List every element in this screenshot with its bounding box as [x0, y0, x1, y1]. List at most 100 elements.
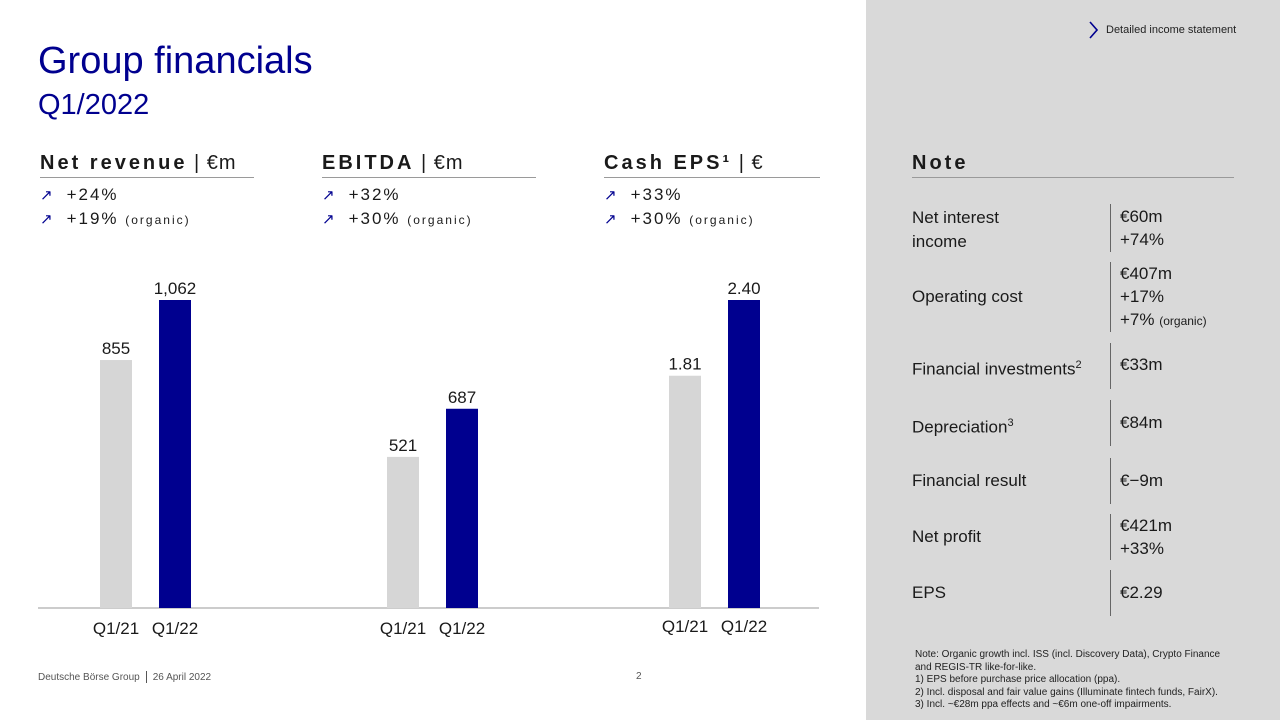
organic-value: +30%	[630, 209, 683, 228]
footnote-line: and REGIS-TR like-for-like.	[915, 661, 1037, 673]
bar-q1-21	[100, 360, 132, 608]
arrow-up-right-icon: ↗	[322, 187, 335, 204]
bar-q1-22	[728, 300, 760, 608]
label-line: Net interest	[912, 208, 999, 227]
footnote-line: Note: Organic growth incl. ISS (incl. Di…	[915, 649, 1221, 660]
footer: Deutsche Börse Group 26 April 2022	[38, 671, 211, 683]
chevron-right-icon	[1089, 21, 1098, 39]
footnotes: Note: Organic growth incl. ISS (incl. Di…	[915, 649, 1220, 712]
category-label: Q1/22	[721, 617, 767, 636]
note-label-financial-investments: Financial investments2	[912, 353, 1082, 382]
note-label-eps: EPS	[912, 583, 947, 602]
kpi-heading-cash-eps: Cash EPS¹ | €	[604, 153, 764, 173]
value-line: €60m	[1120, 207, 1163, 226]
category-label: Q1/21	[380, 619, 426, 638]
divider	[1110, 204, 1111, 252]
divider	[1110, 458, 1111, 504]
kpi-name: EBITDA	[322, 152, 415, 174]
value-line: +33%	[1120, 539, 1164, 558]
footer-company: Deutsche Börse Group	[38, 671, 140, 683]
value-line: +17%	[1120, 287, 1164, 306]
divider	[1110, 262, 1111, 332]
footnote-ref: 3	[1007, 417, 1014, 429]
divider	[322, 177, 536, 178]
kpi-name: Net revenue	[40, 152, 188, 174]
value-line: €407m	[1120, 264, 1172, 283]
category-label: Q1/21	[93, 619, 139, 638]
organic-label: (organic)	[125, 213, 191, 227]
note-panel-background	[866, 0, 1280, 720]
note-label-net-profit: Net profit	[912, 527, 981, 546]
kpi-unit: | €	[732, 152, 764, 174]
bar-q1-22	[159, 300, 191, 608]
kpi-heading-net-revenue: Net revenue | €m	[40, 153, 237, 173]
note-label-operating-cost: Operating cost	[912, 287, 1023, 306]
footnote-line: 1) EPS before purchase price allocation …	[915, 674, 1121, 686]
note-value-financial-result: €−9m	[1120, 471, 1163, 490]
divider	[1110, 570, 1111, 616]
kpi-organic-growth: ↗ +30% (organic)	[322, 210, 473, 227]
arrow-up-right-icon: ↗	[40, 187, 53, 204]
data-label: 687	[448, 388, 476, 407]
note-heading: Note	[912, 152, 969, 174]
value-line: +74%	[1120, 230, 1164, 249]
organic-label: (organic)	[689, 213, 755, 227]
kpi-unit: | €m	[414, 152, 464, 174]
kpi-growth: ↗ +24%	[40, 186, 119, 203]
divider	[912, 177, 1234, 178]
page-number: 2	[636, 671, 642, 682]
growth-value: +24%	[66, 185, 119, 204]
label-line: income	[912, 232, 967, 251]
bar-q1-22	[446, 408, 478, 608]
organic-label: (organic)	[407, 213, 473, 227]
label-text: Financial investments	[912, 359, 1076, 379]
data-label: 1,062	[154, 279, 197, 298]
arrow-up-right-icon: ↗	[322, 211, 335, 228]
kpi-organic-growth: ↗ +30% (organic)	[604, 210, 755, 227]
note-label-depreciation: Depreciation3	[912, 411, 1014, 440]
data-label: 521	[389, 436, 417, 455]
footer-separator	[145, 671, 147, 683]
kpi-heading-ebitda: EBITDA | €m	[322, 153, 464, 173]
arrow-up-right-icon: ↗	[40, 211, 53, 228]
note-value-net-profit: €421m +33%	[1120, 514, 1172, 560]
divider	[1110, 343, 1111, 389]
divider	[40, 177, 254, 178]
value-line: €421m	[1120, 516, 1172, 535]
growth-value: +33%	[630, 185, 683, 204]
category-label: Q1/22	[152, 619, 198, 638]
growth-value: +32%	[348, 185, 401, 204]
detailed-income-statement-link[interactable]: Detailed income statement	[1088, 20, 1236, 40]
divider	[1110, 514, 1111, 560]
value-line: +7% (organic)	[1120, 308, 1207, 333]
note-value-financial-investments: €33m	[1120, 355, 1163, 374]
page-subtitle: Q1/2022	[38, 89, 150, 121]
value-suffix: (organic)	[1159, 314, 1207, 328]
page-title: Group financials	[38, 40, 313, 82]
kpi-name: Cash EPS¹	[604, 152, 733, 174]
divider	[604, 177, 820, 178]
link-label: Detailed income statement	[1106, 24, 1237, 36]
arrow-up-right-icon: ↗	[604, 187, 617, 204]
category-label: Q1/22	[439, 619, 485, 638]
note-value-depreciation: €84m	[1120, 413, 1163, 432]
note-value-eps: €2.29	[1120, 583, 1163, 602]
arrow-up-right-icon: ↗	[604, 211, 617, 228]
data-label: 1.81	[668, 355, 701, 374]
kpi-growth: ↗ +32%	[322, 186, 401, 203]
kpi-organic-growth: ↗ +19% (organic)	[40, 210, 191, 227]
note-label-net-interest-income: Net interest income	[912, 206, 999, 254]
divider	[1110, 400, 1111, 446]
kpi-unit: | €m	[187, 152, 237, 174]
bar-q1-21	[387, 456, 419, 608]
data-label: 855	[102, 339, 130, 358]
bar-q1-21	[669, 375, 701, 608]
bar-chart: 855 Q1/21 1,062 Q1/22 521 Q1/21 687 Q1/22 1.81 Q1…	[38, 279, 819, 638]
category-label: Q1/21	[662, 617, 708, 636]
value-text: +7%	[1120, 310, 1155, 329]
footnote-line: 2) Incl. disposal and fair value gains (…	[915, 686, 1218, 698]
organic-value: +30%	[348, 209, 401, 228]
note-value-operating-cost: €407m +17% +7% (organic)	[1120, 262, 1207, 333]
data-label: 2.40	[727, 279, 760, 298]
footnote-ref: 2	[1075, 359, 1082, 371]
